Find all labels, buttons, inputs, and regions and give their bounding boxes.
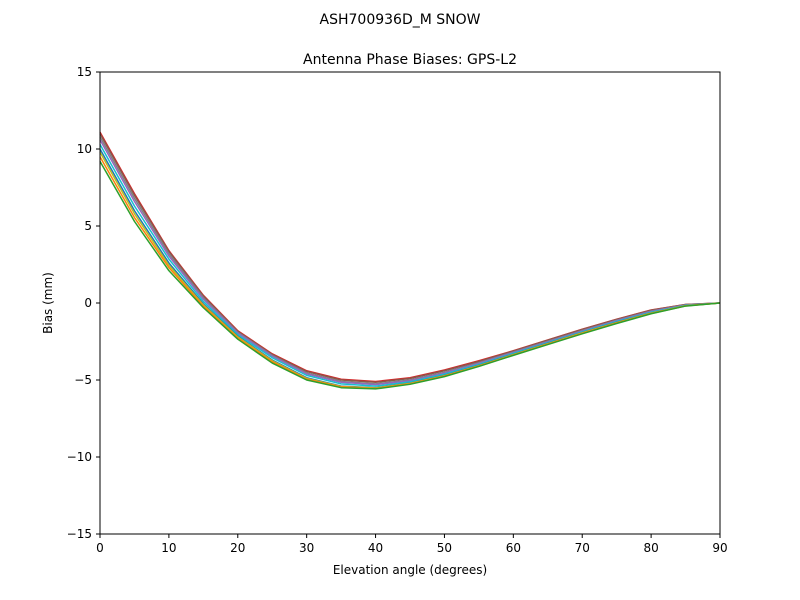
plot-series-group	[99, 131, 721, 390]
y-tick-label: −5	[74, 373, 92, 387]
x-axis-label: Elevation angle (degrees)	[333, 563, 487, 577]
series-line-8	[99, 156, 721, 390]
y-tick-label: 10	[77, 142, 92, 156]
x-tick-label: 60	[506, 541, 521, 555]
x-tick-label: 40	[368, 541, 383, 555]
series-line-2	[99, 133, 721, 384]
y-axis-label: Bias (mm)	[41, 272, 55, 334]
series-line-5	[99, 144, 721, 387]
chart-title: Antenna Phase Biases: GPS-L2	[303, 52, 517, 68]
series-line-6	[99, 148, 721, 389]
series-line-7	[99, 151, 721, 389]
y-tick-label: −15	[67, 527, 92, 541]
chart-suptitle: ASH700936D_M SNOW	[320, 12, 481, 28]
x-tick-label: 10	[161, 541, 176, 555]
series-line-1	[99, 131, 721, 383]
y-tick-label: −10	[67, 450, 92, 464]
y-tick-label: 5	[84, 219, 92, 233]
x-axis: 0 10 20 30 40 50 60 70 80 90	[96, 534, 728, 555]
series-line-4	[99, 139, 721, 386]
y-axis: −15 −10 −5 0 5 10 15	[67, 65, 100, 541]
x-tick-label: 30	[299, 541, 314, 555]
x-tick-label: 90	[712, 541, 727, 555]
x-tick-label: 50	[437, 541, 452, 555]
x-tick-label: 80	[643, 541, 658, 555]
x-tick-label: 0	[96, 541, 104, 555]
series-line-9	[99, 160, 721, 390]
y-tick-label: 0	[84, 296, 92, 310]
series-line-3	[99, 136, 721, 385]
x-tick-label: 20	[230, 541, 245, 555]
plot-frame	[99, 71, 721, 535]
x-tick-label: 70	[575, 541, 590, 555]
y-tick-label: 15	[77, 65, 92, 79]
